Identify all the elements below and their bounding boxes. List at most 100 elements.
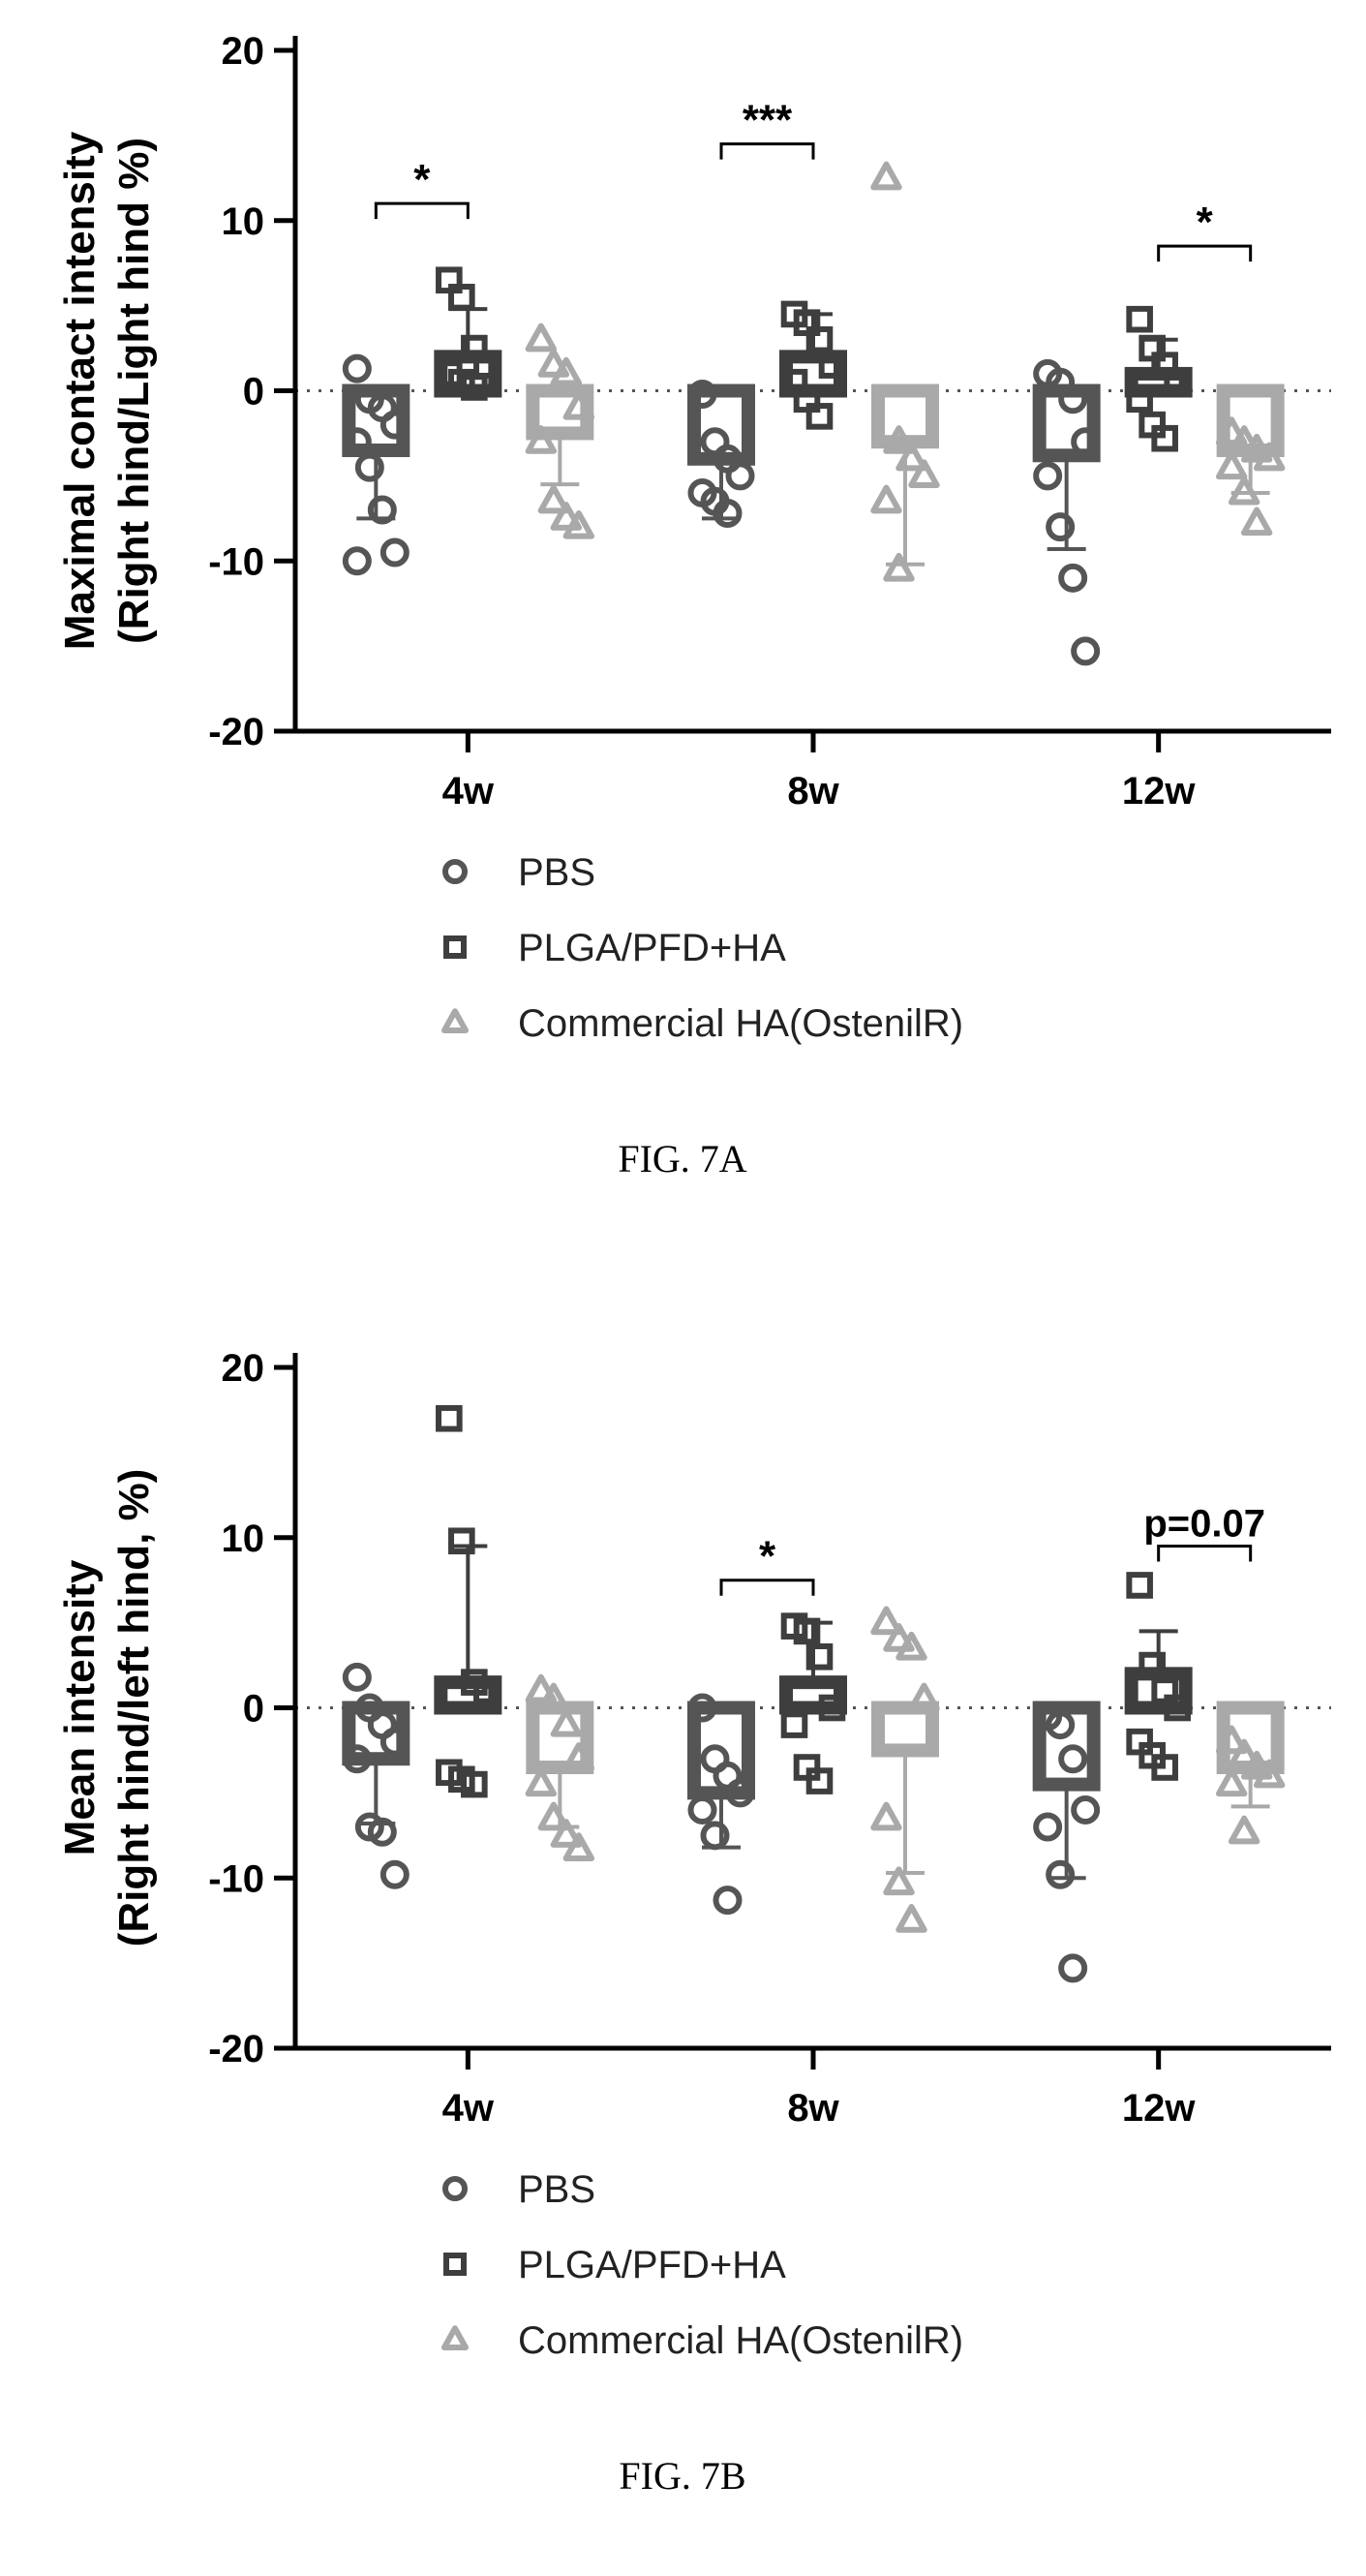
- point-a-0-0-0: [342, 353, 372, 383]
- point-a-1-2-4: [1126, 385, 1153, 414]
- legend-label-0: PBS: [518, 2168, 595, 2211]
- point-a-2-2-0: [1215, 416, 1248, 446]
- point-b-2-2-2: [1240, 1750, 1273, 1780]
- point-b-2-2-4: [1215, 1767, 1248, 1797]
- point-b-1-0-1: [448, 1527, 475, 1555]
- point-b-2-2-3: [1253, 1759, 1286, 1789]
- legend-label-1: PLGA/PFD+HA: [518, 2244, 786, 2286]
- y-tick-label-0: -20: [208, 2028, 264, 2070]
- legend-label-2: Commercial HA(OstenilR): [518, 2319, 963, 2362]
- point-a-2-2-2: [1240, 433, 1273, 463]
- significance-bracket-0: [719, 1579, 815, 1596]
- point-a-2-2-5: [1228, 475, 1260, 506]
- point-b-2-0-5: [537, 1801, 570, 1831]
- point-a-2-0-7: [562, 509, 595, 539]
- point-a-0-2-3: [1071, 427, 1101, 457]
- y-axis-label-line2: (Right hind/Light hind %): [110, 138, 158, 644]
- point-b-0-0-3: [379, 1727, 410, 1757]
- point-b-2-0-4: [525, 1767, 558, 1797]
- point-b-1-0-3: [473, 1677, 501, 1704]
- point-b-1-2-1: [1138, 1651, 1166, 1679]
- point-b-2-0-3: [562, 1742, 595, 1771]
- point-a-0-2-2: [1058, 384, 1088, 414]
- point-a-0-0-4: [342, 427, 372, 457]
- significance-bracket-0: [374, 201, 470, 220]
- point-a-2-2-1: [1228, 425, 1260, 454]
- point-b-0-0-6: [367, 1817, 397, 1847]
- point-b-2-0-0: [525, 1673, 558, 1703]
- point-b-2-2-5: [1228, 1815, 1260, 1845]
- y-tick-label-0: -20: [208, 711, 264, 753]
- point-b-1-0-6: [461, 1770, 488, 1798]
- point-a-0-1-3: [725, 461, 755, 491]
- x-tick-label-1: 8w: [787, 770, 839, 813]
- point-a-2-1-4: [870, 484, 902, 514]
- point-b-2-1-3: [908, 1682, 940, 1712]
- point-b-0-2-1: [1046, 1710, 1076, 1740]
- y-tick-label-1: -10: [208, 540, 264, 583]
- point-b-1-2-0: [1126, 1572, 1153, 1599]
- point-b-1-1-4: [780, 1711, 808, 1738]
- point-b-2-0-7: [562, 1832, 595, 1861]
- point-a-0-2-4: [1033, 461, 1063, 491]
- point-a-0-2-6: [1058, 563, 1088, 593]
- point-b-2-2-0: [1215, 1725, 1248, 1755]
- x-tick-label-0: 4w: [442, 2087, 495, 2130]
- point-a-2-1-0: [870, 161, 902, 191]
- point-a-1-2-6: [1151, 424, 1178, 452]
- point-a-0-0-7: [379, 537, 410, 567]
- point-a-0-2-7: [1071, 636, 1101, 666]
- point-b-0-0-7: [379, 1859, 410, 1889]
- point-a-2-2-4: [1215, 450, 1248, 480]
- y-axis-label-line1: Maximal contact intensity: [56, 131, 104, 650]
- point-b-2-1-6: [895, 1904, 927, 1933]
- point-a-2-2-6: [1240, 506, 1273, 537]
- point-a-1-0-6: [461, 374, 488, 401]
- point-b-0-2-4: [1033, 1812, 1063, 1842]
- point-b-2-0-1: [537, 1682, 570, 1712]
- legend-marker-2: [440, 2325, 470, 2350]
- point-a-1-1-6: [805, 403, 834, 430]
- point-b-1-1-1: [793, 1617, 821, 1645]
- point-a-2-1-5: [883, 552, 915, 582]
- point-a-2-0-6: [550, 502, 583, 531]
- point-a-2-0-4: [525, 425, 558, 454]
- significance-bracket-1: [719, 142, 815, 160]
- x-tick-label-2: 12w: [1122, 770, 1196, 813]
- y-axis-label: Mean intensity (Right hind/left hind, %): [56, 1469, 158, 1947]
- point-a-2-0-2: [550, 356, 583, 386]
- x-tick-label-1: 8w: [787, 2087, 839, 2130]
- point-a-0-1-6: [713, 499, 743, 529]
- point-a-1-2-0: [1126, 305, 1153, 333]
- significance-label-1: p=0.07: [1143, 1503, 1265, 1546]
- point-b-1-2-3: [1164, 1694, 1191, 1722]
- point-b-1-1-6: [805, 1767, 834, 1794]
- legend-marker-2: [440, 1008, 470, 1033]
- y-tick-label-1: -10: [208, 1857, 264, 1900]
- figure-caption: FIG. 7A: [618, 1137, 746, 1181]
- y-axis-label-line1: Mean intensity: [56, 1559, 104, 1855]
- point-a-2-1-3: [908, 459, 940, 488]
- point-a-2-1-2: [895, 442, 927, 472]
- chart-fig-7a: -20 -10 0 10 20 4w 8w 12w Maximal contact intens…: [56, 30, 1331, 1181]
- point-b-0-1-5: [700, 1821, 730, 1851]
- point-a-0-2-5: [1046, 512, 1076, 542]
- point-a-2-1-1: [883, 425, 915, 454]
- point-a-0-1-0: [687, 380, 717, 410]
- figure-caption: FIG. 7B: [619, 2454, 745, 2498]
- point-b-0-1-6: [713, 1886, 743, 1916]
- point-a-0-0-3: [379, 410, 410, 440]
- significance-label-2: *: [1197, 199, 1214, 246]
- point-a-1-2-3: [1164, 368, 1191, 396]
- y-tick-label-4: 20: [222, 1347, 265, 1390]
- y-axis-label: Maximal contact intensity (Right hind/Lig…: [56, 131, 158, 650]
- legend-marker-1: [443, 2253, 467, 2276]
- point-b-2-1-5: [883, 1866, 915, 1896]
- point-a-2-0-5: [537, 484, 570, 514]
- y-tick-label-4: 20: [222, 30, 265, 73]
- point-b-0-2-5: [1046, 1859, 1076, 1889]
- point-b-1-1-3: [818, 1694, 846, 1722]
- point-b-0-2-3: [1071, 1794, 1101, 1825]
- point-b-1-0-0: [436, 1404, 463, 1432]
